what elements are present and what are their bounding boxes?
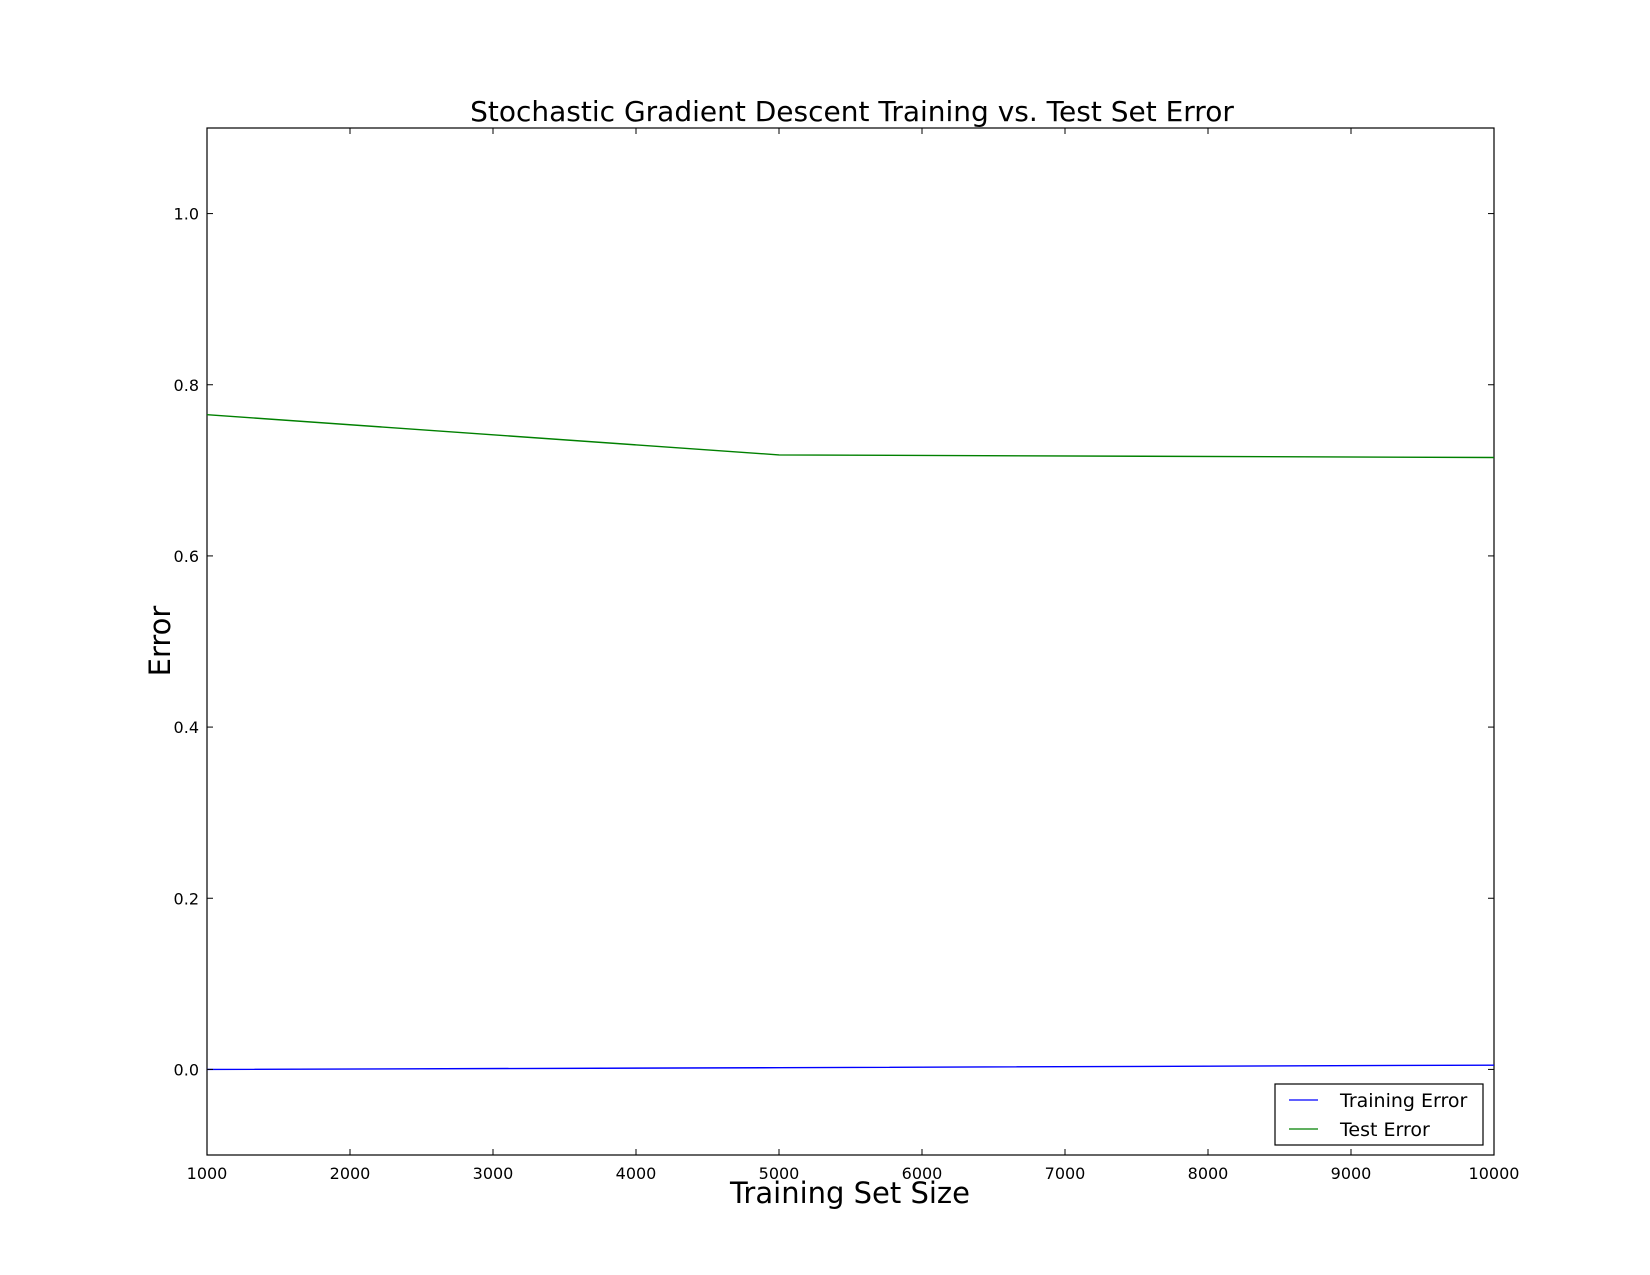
- x-tick-label: 8000: [1188, 1164, 1229, 1183]
- x-tick-label: 9000: [1331, 1164, 1372, 1183]
- y-tick-label: 0.2: [174, 889, 199, 908]
- y-tick-label: 0.6: [174, 547, 199, 566]
- series-line-training-error: [206, 1064, 1495, 1071]
- y-tick-label: 0.4: [174, 718, 199, 737]
- x-tick-label: 7000: [1045, 1164, 1086, 1183]
- y-tick-label: 0.8: [174, 376, 199, 395]
- x-tick-label: 3000: [473, 1164, 514, 1183]
- plot-area: 1000 2000 3000 4000 5000 6000 7000 8000 9000 1000…: [174, 127, 1520, 1183]
- x-tick-label: 4000: [616, 1164, 657, 1183]
- x-tick-label: 10000: [1469, 1164, 1520, 1183]
- series-line-test-error: [206, 414, 1495, 459]
- x-tick-label: 1000: [187, 1164, 228, 1183]
- series-layer: [206, 414, 1495, 1071]
- x-axis-title: Training Set Size: [729, 1176, 970, 1210]
- ticks-layer: 1000 2000 3000 4000 5000 6000 7000 8000 9000 1000…: [174, 128, 1520, 1183]
- legend-box: [1274, 1083, 1484, 1146]
- legend: Training Error Test Error: [1274, 1083, 1484, 1146]
- y-axis-title: Error: [143, 606, 177, 677]
- legend-label-test-error: Test Error: [1339, 1119, 1430, 1141]
- chart-title: Stochastic Gradient Descent Training vs.…: [470, 95, 1234, 128]
- y-tick-label: 0.0: [174, 1060, 199, 1079]
- x-tick-label: 6000: [902, 1164, 943, 1183]
- plot-frame: [206, 127, 1495, 1156]
- legend-label-training-error: Training Error: [1339, 1090, 1468, 1112]
- y-tick-label: 1.0: [174, 205, 199, 224]
- x-tick-label: 2000: [330, 1164, 371, 1183]
- x-tick-label: 5000: [759, 1164, 800, 1183]
